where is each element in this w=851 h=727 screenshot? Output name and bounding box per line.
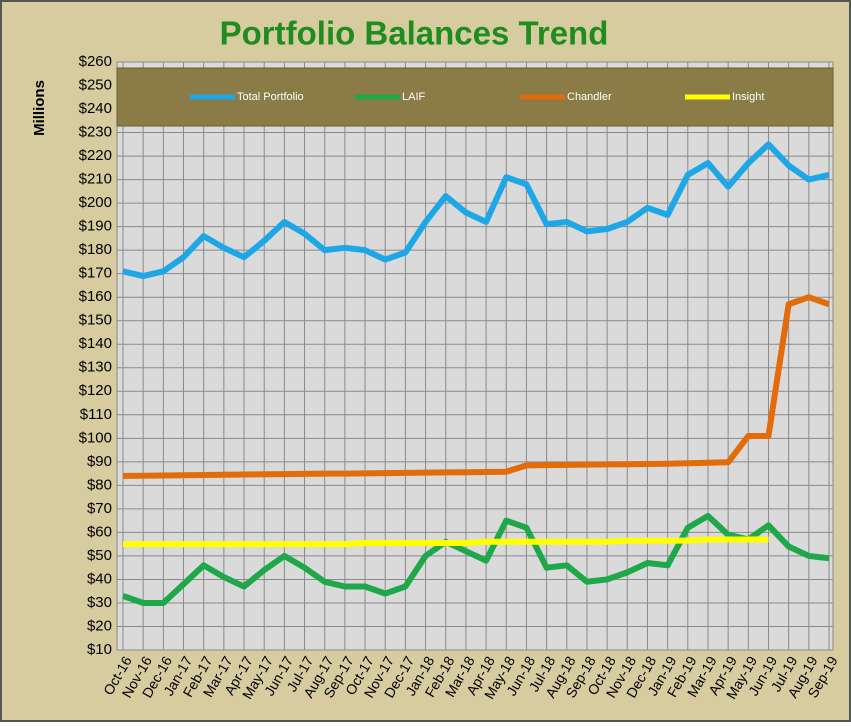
- series-line: [122, 141, 830, 280]
- y-tick-label: $260: [79, 53, 112, 70]
- y-tick-label: $40: [87, 570, 112, 587]
- y-axis-label: Millions: [31, 80, 48, 136]
- y-tick-label: $60: [87, 523, 112, 540]
- series-line: [122, 512, 830, 606]
- y-tick-label: $250: [79, 76, 112, 93]
- legend-label: LAIF: [402, 91, 426, 103]
- y-tick-label: $70: [87, 500, 112, 517]
- y-tick-label: $160: [79, 288, 112, 305]
- y-tick-label: $90: [87, 453, 112, 470]
- legend-label: Insight: [732, 91, 764, 103]
- y-tick-label: $10: [87, 641, 112, 658]
- y-tick-label: $130: [79, 359, 112, 376]
- legend-label: Chandler: [567, 91, 612, 103]
- y-tick-label: $190: [79, 218, 112, 235]
- y-tick-label: $230: [79, 124, 112, 141]
- y-tick-label: $150: [79, 312, 112, 329]
- y-tick-label: $110: [80, 406, 112, 423]
- series-line: [123, 536, 769, 548]
- y-tick-label: $120: [79, 382, 112, 399]
- y-tick-label: $140: [79, 335, 112, 352]
- y-tick-label: $200: [79, 194, 112, 211]
- series-line: [122, 294, 830, 479]
- y-tick-label: $100: [79, 429, 112, 446]
- y-tick-label: $210: [79, 171, 112, 188]
- y-tick-label: $50: [87, 547, 112, 564]
- plot-area: [116, 61, 834, 651]
- y-tick-label: $20: [87, 617, 112, 634]
- legend-label: Total Portfolio: [237, 91, 304, 103]
- y-tick-label: $240: [79, 100, 112, 117]
- chart-title: Portfolio Balances Trend: [220, 15, 609, 52]
- y-tick-label: $220: [79, 147, 112, 164]
- y-tick-label: $180: [79, 241, 112, 258]
- legend: [116, 67, 834, 127]
- y-tick-label: $80: [87, 476, 112, 493]
- y-tick-label: $170: [79, 265, 112, 282]
- y-tick-label: $30: [87, 594, 112, 611]
